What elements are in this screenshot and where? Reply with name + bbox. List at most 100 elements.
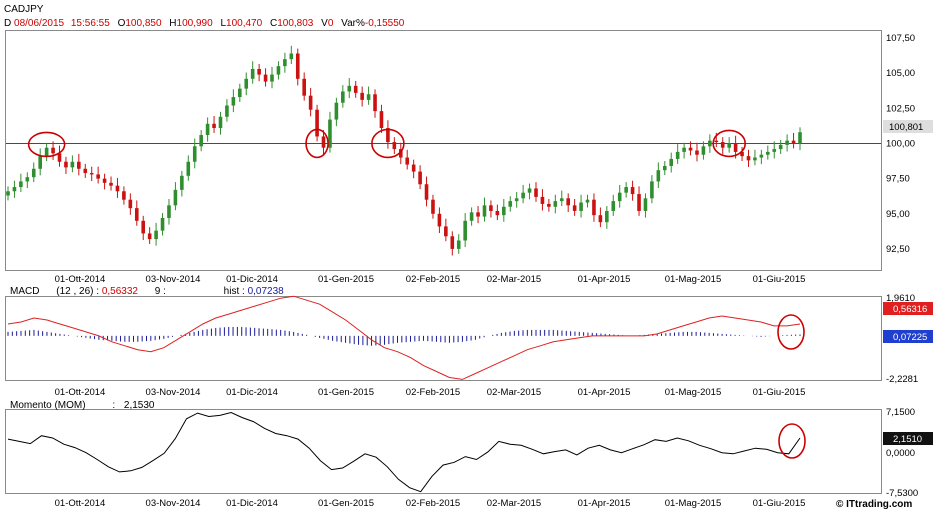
volume-label: V (321, 18, 328, 29)
candle-body (424, 184, 429, 200)
candle-body (585, 199, 590, 203)
candle-body (147, 233, 152, 240)
candle-body (572, 205, 577, 211)
x-tick-label: 03-Nov-2014 (146, 387, 201, 398)
candle-body (6, 191, 10, 196)
highlight-circle (778, 423, 806, 459)
price-axis-tick: 97,50 (886, 174, 910, 185)
candle-body (778, 144, 783, 150)
candle-body (341, 91, 345, 103)
macd-header: MACD (12 , 26) : 0,56332 9 : hist : 0,07… (10, 286, 284, 297)
low-value: 100,470 (226, 18, 263, 29)
x-tick-label: 01-Gen-2015 (318, 387, 374, 398)
candle-body (12, 187, 17, 192)
candle-body (469, 212, 474, 221)
candle-body (746, 156, 751, 161)
hist-badge-bg (883, 330, 933, 343)
candle-body (77, 161, 81, 169)
candle-body (328, 119, 332, 148)
price-axis: 107,50 105,00 102,50 100,00 97,50 95,00 92,50 (886, 33, 915, 255)
candle-body (444, 226, 448, 237)
macd-label: MACD (10, 286, 39, 297)
candle-body (656, 170, 661, 182)
macd-panel (5, 296, 882, 381)
candle-body (308, 95, 313, 110)
hist-badge: 0,07225 (893, 332, 927, 343)
mom-badge: 2,1510 (893, 434, 922, 445)
candle-body (257, 68, 261, 75)
candle-body (592, 199, 596, 216)
candle-body (418, 171, 422, 185)
candle-body (334, 102, 339, 120)
candle-body (51, 147, 55, 154)
candlestick-series (6, 45, 802, 256)
candle-body (38, 156, 42, 169)
price-axis-tick: 92,50 (886, 244, 910, 255)
x-tick-label: 02-Mar-2015 (487, 274, 541, 285)
highlight-circle (27, 131, 66, 158)
macd-hist-label: hist : (224, 286, 245, 297)
high-value: 100,990 (177, 18, 214, 29)
candle-body (321, 136, 326, 148)
candle-body (617, 192, 622, 202)
x-tick-label: 03-Nov-2014 (146, 274, 201, 285)
macd-axis-bottom: -2,2281 (886, 374, 918, 385)
candle-body (463, 220, 467, 241)
candle-body (450, 236, 455, 249)
close-value: 100,803 (277, 18, 314, 29)
candle-body (720, 142, 725, 148)
price-axis-tick: 95,00 (886, 209, 910, 220)
candle-body (508, 201, 513, 207)
candle-body (289, 53, 294, 60)
momentum-value: 2,1530 (124, 400, 155, 411)
x-tick-label: 02-Mar-2015 (487, 498, 541, 509)
candle-body (128, 199, 133, 209)
candle-body (714, 140, 719, 143)
highlight-circle (305, 128, 329, 159)
candle-body (791, 140, 796, 144)
candle-body (727, 143, 731, 148)
macd-hist-value: 0,07238 (248, 286, 285, 297)
candle-body (630, 187, 635, 195)
candle-body (514, 198, 519, 202)
momentum-line (7, 411, 801, 493)
candle-body (57, 153, 62, 162)
open-value: 100,850 (125, 18, 162, 29)
time-value: 15:56:55 (71, 18, 110, 29)
candle-body (598, 215, 603, 223)
candle-body (83, 168, 88, 173)
ohlc-header: D 08/06/2015 15:56:55 O100,850 H100,990 … (4, 18, 405, 29)
macd-value: 0,56332 (102, 286, 139, 297)
candle-body (521, 192, 525, 199)
candle-body (405, 157, 410, 165)
candle-body (502, 206, 506, 216)
macd-axis-top: 1,9610 (886, 293, 915, 304)
candle-body (559, 198, 564, 202)
price-axis-tick: 107,50 (886, 33, 915, 44)
candle-body (31, 168, 36, 178)
candle-body (482, 205, 487, 217)
x-tick-label: 01-Giu-2015 (753, 387, 806, 398)
candle-body (360, 92, 364, 100)
symbol-title: CADJPY (4, 4, 44, 15)
candle-body (695, 150, 699, 155)
candle-body (456, 240, 461, 249)
candle-body (373, 94, 377, 112)
candle-body (96, 174, 100, 179)
candle-body (109, 182, 113, 186)
candle-body (115, 185, 120, 192)
open-label: O (118, 18, 126, 29)
candle-body (392, 142, 397, 150)
volume-value: 0 (328, 18, 334, 29)
x-tick-label: 01-Apr-2015 (578, 274, 631, 285)
candle-body (218, 116, 223, 129)
highlight-circle (712, 129, 746, 158)
macd-badge-bg (883, 302, 933, 315)
x-axis-ticks: 01-Ott-2014 03-Nov-2014 01-Dic-2014 01-Gen-… (55, 274, 806, 509)
candle-body (766, 151, 770, 155)
highlight-circles (27, 128, 746, 159)
candle-body (366, 94, 371, 100)
highlight-circle (777, 314, 805, 350)
candle-body (379, 111, 384, 129)
candle-body (566, 198, 570, 206)
